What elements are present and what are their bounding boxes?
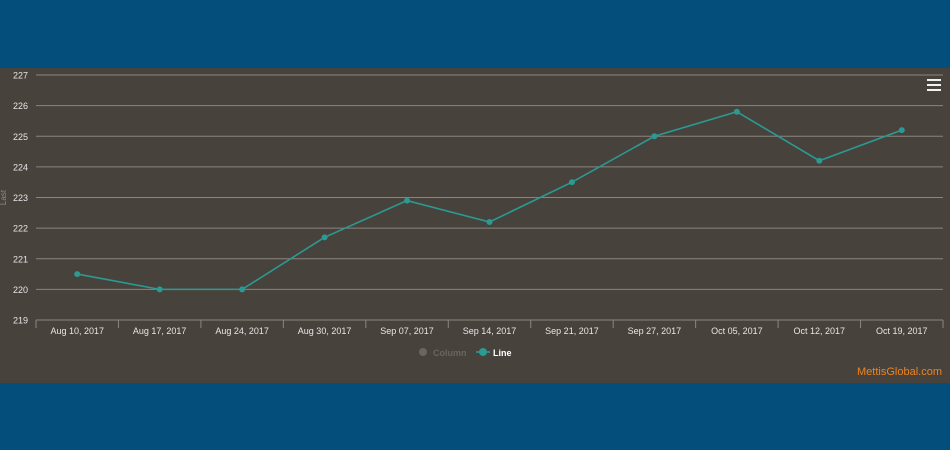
line-chart: 219 220 221 222 223 224 225 226 227 Last Aug 10, 2…	[0, 71, 944, 358]
x-tick-label: Sep 27, 2017	[628, 326, 682, 336]
y-tick-label: 221	[13, 254, 28, 264]
y-tick-label: 220	[13, 285, 28, 295]
x-tick-label: Sep 21, 2017	[545, 326, 599, 336]
data-point	[321, 234, 328, 241]
x-tick-label: Sep 07, 2017	[380, 326, 434, 336]
data-point	[486, 219, 493, 225]
data-point	[898, 127, 905, 134]
x-tick-label: Aug 17, 2017	[133, 326, 187, 336]
series-line	[77, 110, 903, 291]
x-tick-label: Oct 19, 2017	[876, 326, 928, 336]
x-tick-label: Aug 10, 2017	[50, 326, 104, 336]
data-point	[239, 286, 246, 293]
y-tick-label: 224	[13, 162, 28, 172]
data-point	[733, 108, 740, 115]
data-point	[74, 271, 81, 278]
x-tick-label: Oct 05, 2017	[711, 326, 763, 336]
legend-label: Line	[493, 348, 512, 358]
data-point	[404, 197, 411, 204]
source-credit[interactable]: MettisGlobal.com	[857, 366, 942, 378]
x-tick-label: Aug 30, 2017	[298, 326, 352, 336]
y-tick-label: 219	[13, 316, 28, 326]
chart-panel: 219 220 221 222 223 224 225 226 227 Last Aug 10, 2…	[0, 68, 950, 383]
data-point	[156, 286, 163, 293]
y-axis-label: Last	[0, 189, 8, 205]
x-tick-label: Aug 24, 2017	[215, 326, 269, 336]
hamburger-menu-icon[interactable]	[925, 76, 943, 92]
x-tick-label: Sep 14, 2017	[463, 326, 517, 336]
y-tick-label: 226	[13, 101, 28, 111]
data-point	[651, 133, 658, 140]
x-tick-label: Oct 12, 2017	[794, 326, 846, 336]
y-tick-label: 223	[13, 193, 28, 203]
legend-item-line[interactable]: Line	[476, 348, 512, 358]
legend-marker	[419, 348, 427, 356]
y-tick-label: 225	[13, 132, 28, 142]
data-point	[568, 179, 575, 186]
y-tick-label: 222	[13, 224, 28, 234]
legend-label: Column	[433, 348, 467, 358]
legend-item-column[interactable]: Column	[419, 348, 467, 358]
y-tick-label: 227	[13, 71, 28, 81]
data-point	[816, 157, 823, 164]
